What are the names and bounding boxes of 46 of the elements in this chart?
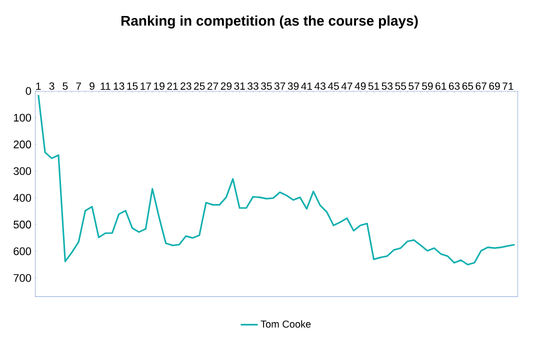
x-tick-label: 63 <box>448 82 460 90</box>
y-tick-label: 600 <box>14 247 32 256</box>
x-tick-label: 37 <box>274 82 286 90</box>
y-tick-label: 300 <box>14 167 32 176</box>
x-tick-label: 25 <box>194 82 205 90</box>
x-tick-label: 71 <box>502 82 514 90</box>
x-tick-label: 55 <box>395 82 406 90</box>
x-tick-label: 11 <box>100 82 110 90</box>
x-tick-label: 65 <box>462 82 474 90</box>
x-tick-label: 57 <box>408 82 420 90</box>
x-tick-label: 13 <box>114 82 124 90</box>
x-tick-label: 47 <box>341 82 352 90</box>
x-tick-label: 3 <box>49 82 54 90</box>
x-tick-label: 5 <box>62 82 68 90</box>
x-tick-label: 67 <box>476 82 486 90</box>
x-tick-label: 49 <box>354 82 366 90</box>
x-tick-label: 59 <box>422 82 433 90</box>
y-tick-label: 0 <box>26 87 32 95</box>
x-tick-label: 17 <box>140 82 152 90</box>
legend-label: Tom Cooke <box>260 320 311 328</box>
x-tick-label: 23 <box>180 82 192 90</box>
y-tick-label: 500 <box>14 220 32 228</box>
x-tick-label: 27 <box>207 82 218 90</box>
x-tick-label: 53 <box>382 82 393 90</box>
x-tick-label: 19 <box>154 82 164 90</box>
x-tick-label: 21 <box>167 82 178 90</box>
x-tick-label: 43 <box>314 82 326 90</box>
x-tick-label: 29 <box>220 82 232 90</box>
y-tick-label: 100 <box>14 114 32 122</box>
x-tick-label: 15 <box>127 82 138 90</box>
x-tick-label: 35 <box>261 82 272 90</box>
x-tick-label: 1 <box>36 82 41 90</box>
x-tick-label: 31 <box>234 82 245 90</box>
x-tick-label: 61 <box>436 82 446 90</box>
y-tick-label: 400 <box>13 194 32 202</box>
x-tick-label: 45 <box>328 82 339 90</box>
y-tick-label: 200 <box>14 140 32 148</box>
x-tick-label: 9 <box>90 82 94 90</box>
x-tick-label: 39 <box>288 82 299 90</box>
x-tick-label: 33 <box>248 82 258 90</box>
x-tick-label: 51 <box>368 82 380 90</box>
x-tick-label: 7 <box>76 82 81 90</box>
y-tick-label: 700 <box>14 274 32 282</box>
x-tick-label: 41 <box>301 82 312 90</box>
x-tick-label: 69 <box>489 82 500 90</box>
chart-title: Ranking in competition (as the course plays) <box>121 15 418 29</box>
